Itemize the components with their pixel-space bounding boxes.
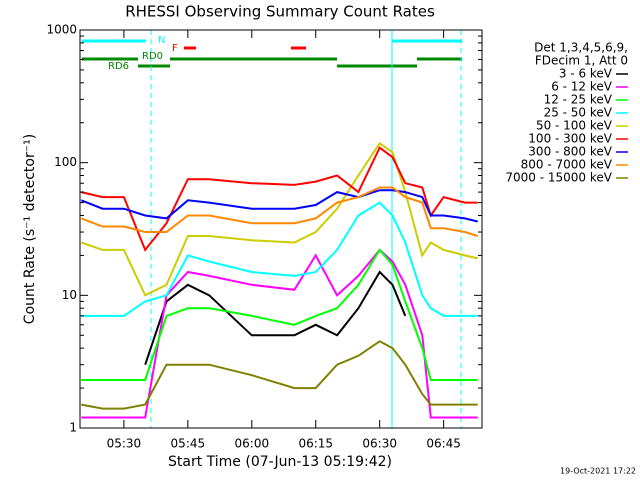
plot-area [80, 141, 478, 419]
flag-bars [82, 30, 462, 428]
legend-label: 7000 - 15000 keV [505, 171, 612, 185]
legend-header: FDecim 1, Att 0 [535, 54, 628, 68]
legend-label: 800 - 7000 keV [521, 158, 613, 172]
series-line [81, 248, 478, 381]
x-axis-label: Start Time (07-Jun-13 05:19:42) [168, 454, 392, 470]
y-tick-label: 1000 [46, 23, 77, 37]
legend-label: 3 - 6 keV [559, 67, 613, 81]
annotation: RD6 [108, 61, 129, 72]
chart-title: RHESSI Observing Summary Count Rates [125, 3, 435, 21]
x-tick-label: 06:45 [426, 437, 461, 451]
series-line [80, 186, 478, 237]
annotation: F [172, 43, 178, 54]
x-tick-label: 06:30 [362, 437, 397, 451]
x-tick-label: 06:15 [298, 437, 333, 451]
annotation: N [158, 35, 165, 46]
series-line [81, 201, 478, 317]
timestamp: 19-Oct-2021 17:22 [560, 467, 636, 476]
series-line [80, 141, 478, 297]
series-line [80, 189, 478, 223]
annotation: RD0 [142, 51, 163, 62]
legend-label: 50 - 100 keV [536, 119, 613, 133]
legend-label: 6 - 12 keV [551, 80, 613, 94]
y-tick-label: 100 [54, 155, 77, 169]
legend-label: 25 - 50 keV [544, 106, 613, 120]
series-line [81, 340, 478, 410]
plot-frame [79, 29, 483, 429]
legend-label: 100 - 300 keV [528, 132, 612, 146]
series-line [144, 270, 407, 366]
legend-label: 300 - 800 keV [528, 145, 612, 159]
y-tick-label: 1 [69, 421, 77, 435]
legend-header: Det 1,3,4,5,6,9, [534, 41, 628, 55]
y-axis-label: Count Rate (s⁻¹ detector⁻¹) [22, 134, 38, 324]
x-tick-label: 05:45 [171, 437, 206, 451]
x-tick-label: 05:30 [107, 437, 142, 451]
legend-label: 12 - 25 keV [544, 93, 613, 107]
y-tick-label: 10 [62, 288, 77, 302]
x-tick-label: 06:00 [235, 437, 270, 451]
